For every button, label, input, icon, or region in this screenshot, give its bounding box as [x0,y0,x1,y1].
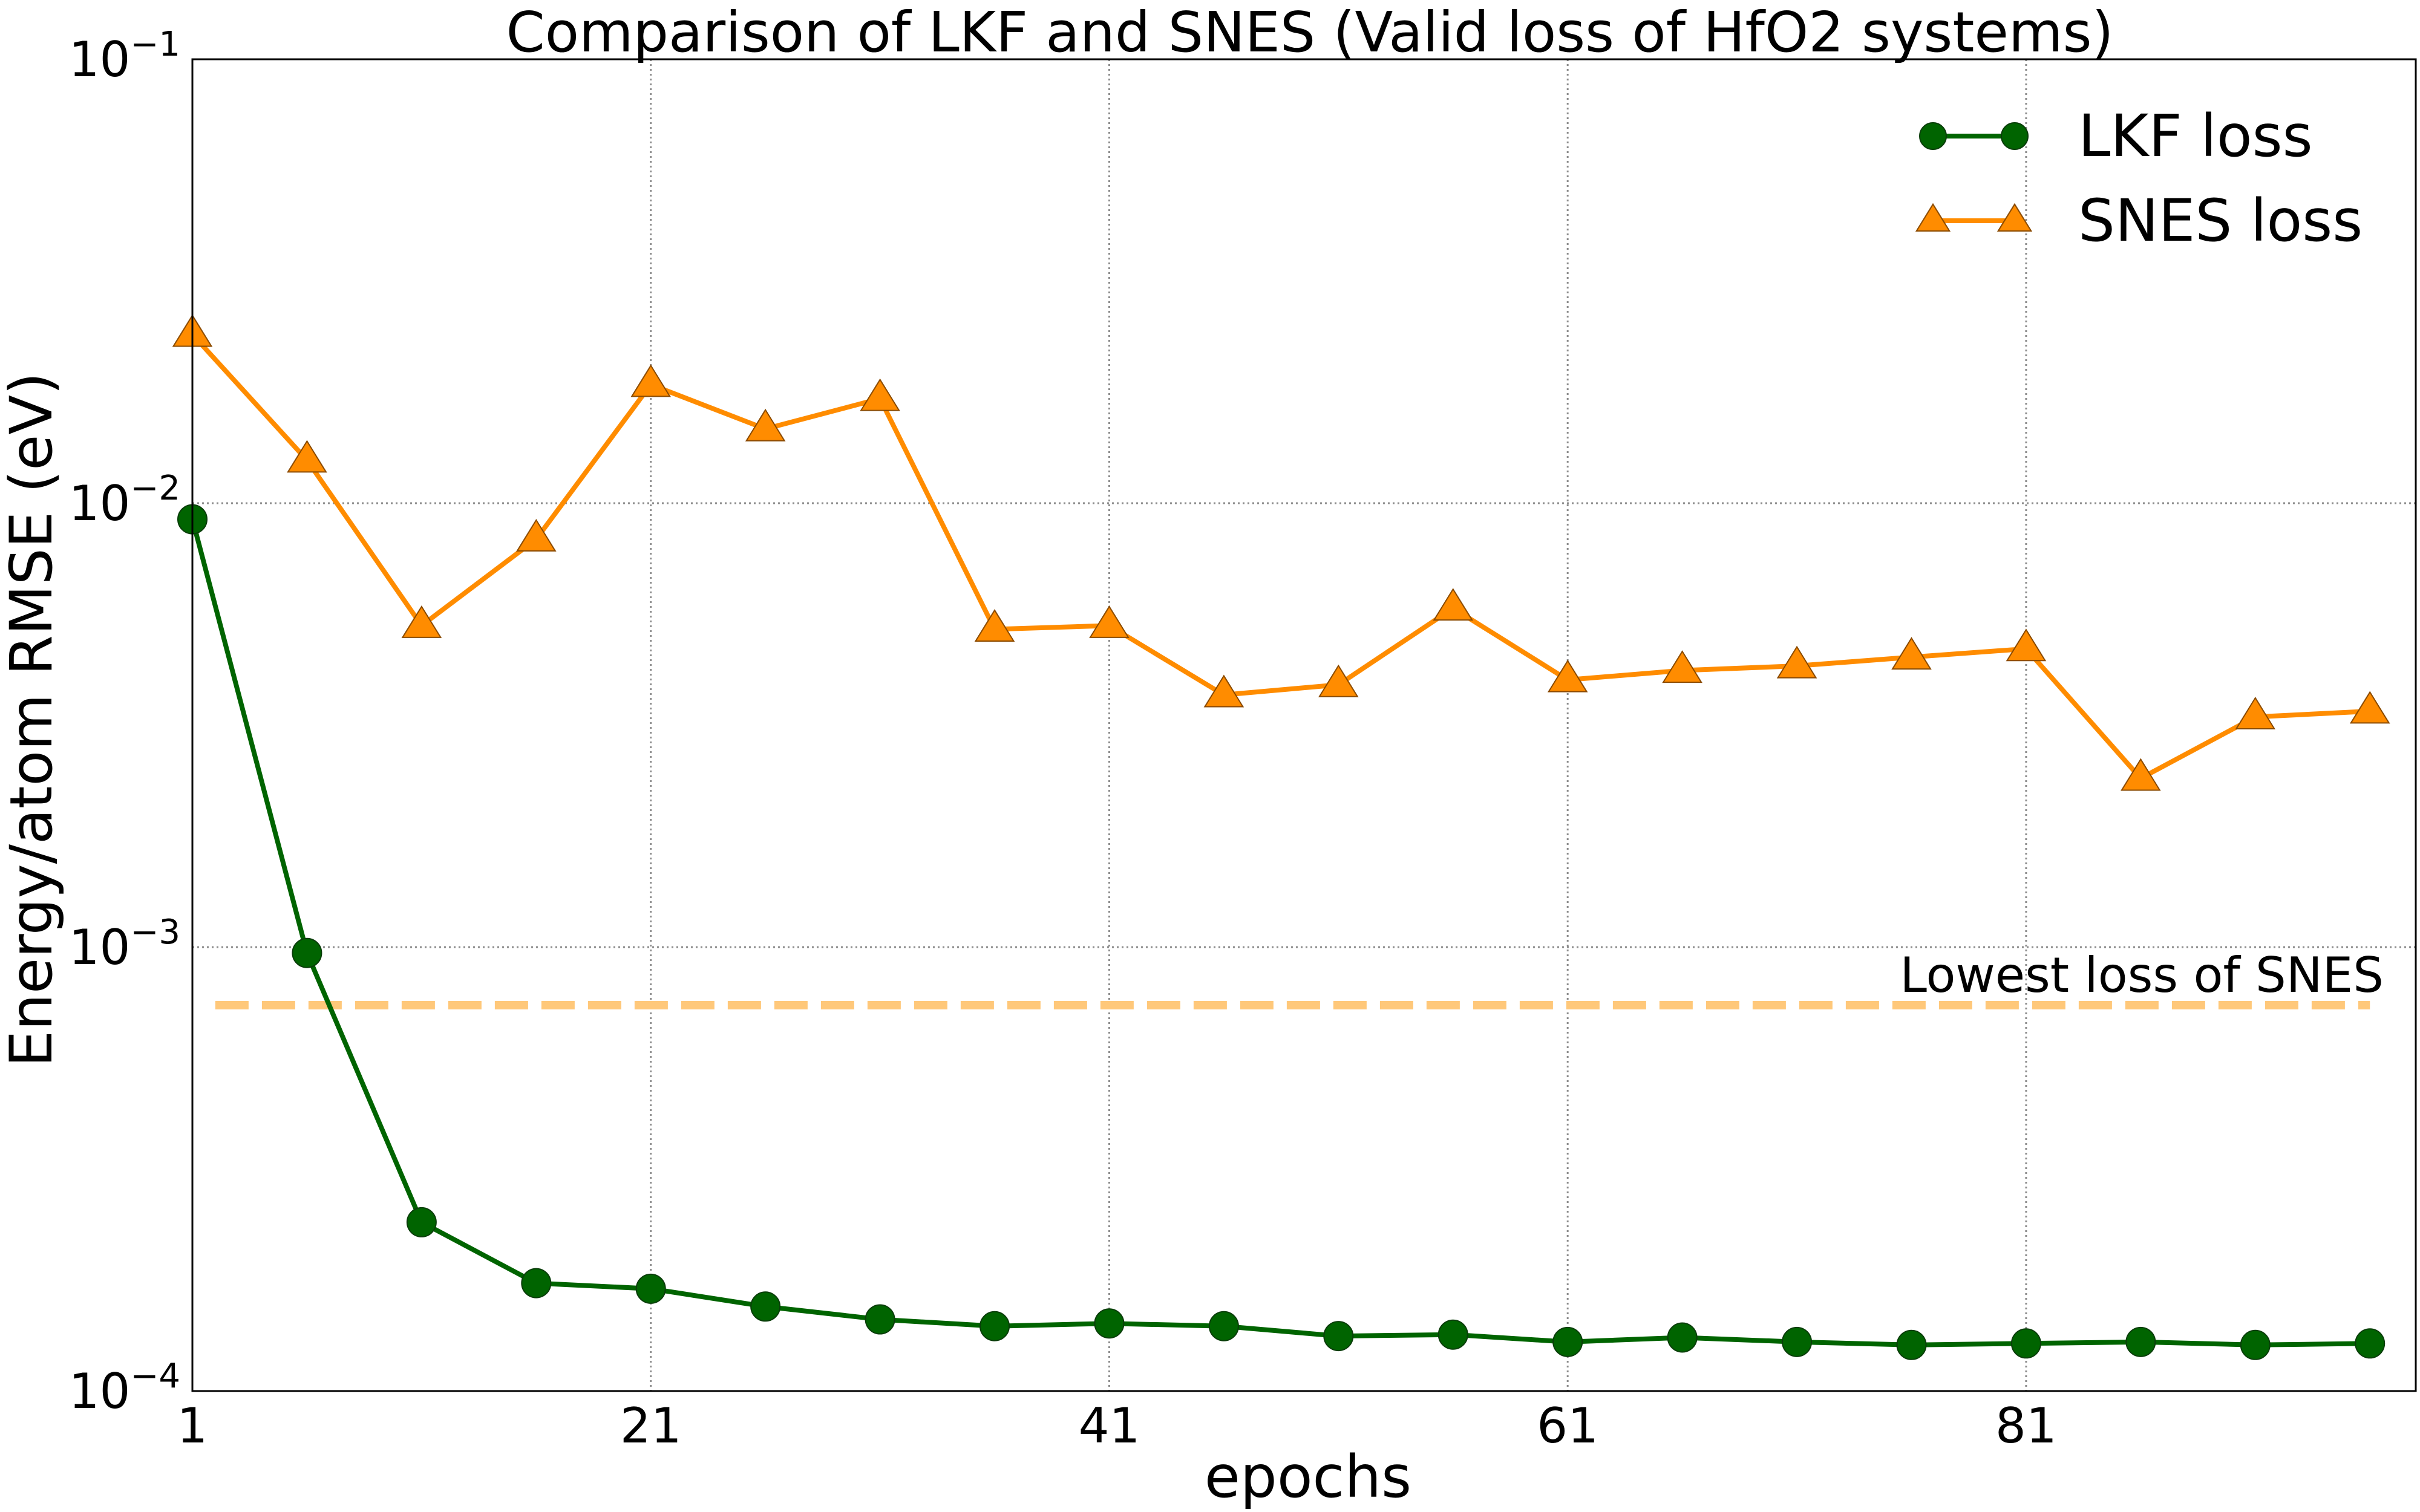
data-point-lkf-loss [2012,1329,2041,1358]
reference-line-label: Lowest loss of SNES [1900,947,2384,1003]
data-point-lkf-loss [636,1274,666,1303]
data-point-lkf-loss [866,1305,895,1334]
data-point-lkf-loss [292,939,321,968]
data-point-lkf-loss [1094,1309,1123,1338]
x-tick-label: 61 [1537,1398,1598,1454]
data-point-lkf-loss [751,1292,780,1321]
x-tick-label: 81 [1995,1398,2057,1454]
legend-label-snes-loss: SNES loss [2078,187,2363,255]
y-axis-label: Energy/atom RMSE (eV) [0,373,65,1067]
data-point-lkf-loss [1782,1328,1811,1357]
legend-marker-lkf-loss [2001,123,2028,149]
x-tick-label: 21 [620,1398,682,1454]
chart-title: Comparison of LKF and SNES (Valid loss o… [506,0,2114,65]
data-point-lkf-loss [1553,1328,1582,1357]
data-point-lkf-loss [407,1208,436,1237]
data-point-lkf-loss [2126,1328,2155,1357]
x-axis-label: epochs [1205,1443,1411,1511]
data-point-lkf-loss [1324,1321,1353,1351]
x-tick-label: 41 [1079,1398,1140,1454]
legend-label-lkf-loss: LKF loss [2078,102,2313,170]
data-point-lkf-loss [2355,1329,2384,1358]
data-point-lkf-loss [2241,1331,2270,1360]
x-tick-label: 1 [177,1398,208,1454]
data-point-lkf-loss [980,1312,1009,1341]
data-point-lkf-loss [1209,1312,1238,1341]
data-point-lkf-loss [522,1269,551,1298]
data-point-lkf-loss [1668,1323,1697,1352]
legend-marker-lkf-loss [1920,123,1946,149]
data-point-lkf-loss [1897,1331,1926,1360]
data-point-lkf-loss [1439,1320,1468,1349]
